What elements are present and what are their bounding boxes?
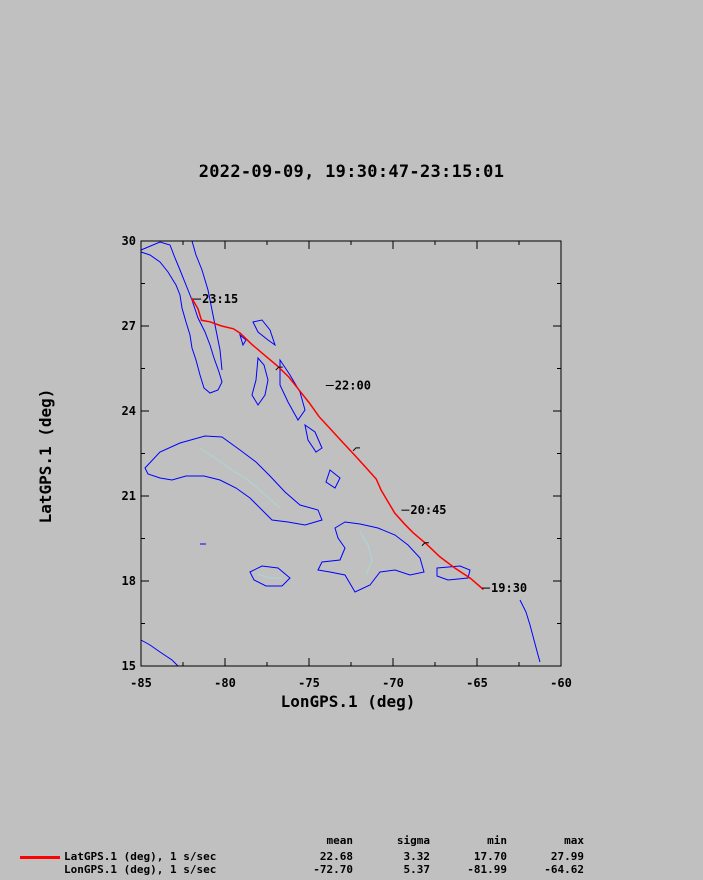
stats-lat-sigma: 3.32 xyxy=(403,850,431,863)
stats-header-min: min xyxy=(487,834,507,847)
x-tick-label: -80 xyxy=(214,676,236,690)
y-tick-label: 30 xyxy=(122,234,136,248)
coast-cuba xyxy=(144,435,323,526)
time-mark-label: 23:15 xyxy=(202,292,238,306)
coast-puerto-rico xyxy=(436,565,471,581)
stats-lat-min: 17.70 xyxy=(473,850,507,863)
stats-row-lat: LatGPS.1 (deg), 1 s/sec 22.68 3.32 17.70… xyxy=(0,850,703,863)
coast-yucatan xyxy=(140,639,179,667)
coast-bahamas-6 xyxy=(325,469,341,489)
stats-row-lat-name: LatGPS.1 (deg), 1 s/sec xyxy=(64,850,217,863)
stats-lat-max: 27.99 xyxy=(550,850,584,863)
y-axis-title: LatGPS.1 (deg) xyxy=(36,389,55,524)
flight-track xyxy=(190,297,484,591)
stats-header-row: mean sigma min max xyxy=(0,834,703,847)
coast-bahamas-3 xyxy=(279,358,306,421)
time-mark-label: 19:30 xyxy=(491,581,527,595)
stats-lon-sigma: 5.37 xyxy=(403,863,431,876)
coastline-map xyxy=(140,240,541,667)
coast-bahamas-5 xyxy=(304,423,323,453)
y-tick-label: 27 xyxy=(122,319,136,333)
track-minor-tick xyxy=(275,366,283,371)
y-tick-label: 18 xyxy=(122,574,136,588)
stats-header-mean: mean xyxy=(326,834,354,847)
time-mark-label: 22:00 xyxy=(335,379,371,393)
stats-row-lon: LonGPS.1 (deg), 1 s/sec -72.70 5.37 -81.… xyxy=(0,863,703,876)
x-tick-label: -70 xyxy=(382,676,404,690)
stats-lon-mean: -72.70 xyxy=(313,863,353,876)
x-tick-label: -85 xyxy=(130,676,152,690)
coast-jamaica xyxy=(249,565,291,587)
coast-bahamas-1 xyxy=(252,319,276,347)
stats-row-lon-name: LonGPS.1 (deg), 1 s/sec xyxy=(64,863,217,876)
coast-florida-east xyxy=(191,240,223,371)
coast-florida xyxy=(140,241,223,394)
y-tick-label: 15 xyxy=(122,659,136,673)
y-tick-label: 24 xyxy=(122,404,136,418)
coast-antilles xyxy=(519,599,541,663)
statistics-panel: mean sigma min max LatGPS.1 (deg), 1 s/s… xyxy=(0,834,703,880)
axes: -85 -80 -75 -70 -65 -60 15 18 21 24 27 30 xyxy=(122,234,572,690)
coast-bahamas-4 xyxy=(239,333,247,347)
stats-header-sigma: sigma xyxy=(396,834,430,847)
x-tick-label: -65 xyxy=(466,676,488,690)
stats-lon-min: -81.99 xyxy=(467,863,507,876)
plot-title: 2022-09-09, 19:30:47-23:15:01 xyxy=(198,162,505,182)
track-minor-tick xyxy=(352,447,361,452)
coast-hispaniola xyxy=(317,521,425,593)
x-tick-label: -60 xyxy=(550,676,572,690)
legend-line-red xyxy=(20,856,60,859)
track-line xyxy=(190,297,484,591)
stats-lon-max: -64.62 xyxy=(544,863,584,876)
time-mark-label: 20:45 xyxy=(410,503,446,517)
stats-lat-mean: 22.68 xyxy=(319,850,353,863)
y-tick-label: 21 xyxy=(122,489,136,503)
x-axis-title: LonGPS.1 (deg) xyxy=(281,692,416,711)
track-minor-tick xyxy=(421,542,429,547)
river-lines xyxy=(199,447,373,579)
time-marks: 19:30 20:45 22:00 23:15 xyxy=(193,292,527,595)
x-tick-label: -75 xyxy=(298,676,320,690)
coast-bahamas-2 xyxy=(251,356,269,406)
stats-header-max: max xyxy=(564,834,584,847)
